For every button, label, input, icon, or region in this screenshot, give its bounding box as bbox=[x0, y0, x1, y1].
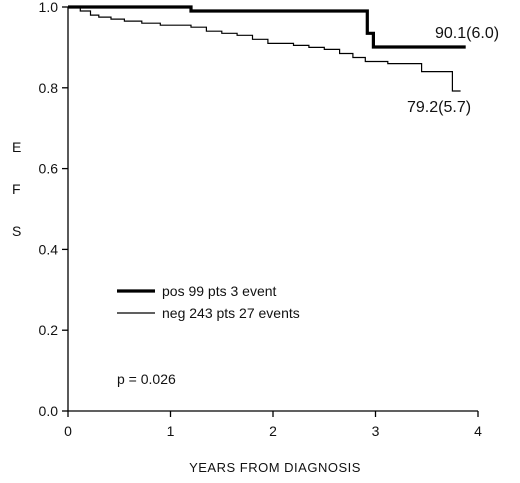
ticks: 0.0 0.2 0.4 0.6 0.8 1.0 0 1 2 3 4 bbox=[39, 0, 483, 439]
legend: pos 99 pts 3 event neg 243 pts 27 events bbox=[117, 283, 300, 321]
legend-entry-neg: neg 243 pts 27 events bbox=[117, 305, 300, 321]
legend-label: neg 243 pts 27 events bbox=[162, 305, 300, 321]
series-lines bbox=[68, 5, 466, 92]
x-tick-label: 2 bbox=[269, 423, 277, 439]
y-tick-label: 0.4 bbox=[39, 241, 59, 257]
end-label-pos: 90.1(6.0) bbox=[435, 25, 499, 42]
y-tick-label: 0.2 bbox=[39, 322, 59, 338]
axes bbox=[67, 7, 478, 412]
legend-entry-pos: pos 99 pts 3 event bbox=[117, 283, 277, 299]
end-label-neg: 79.2(5.7) bbox=[407, 99, 471, 116]
x-axis-label: YEARS FROM DIAGNOSIS bbox=[189, 460, 361, 475]
p-value-annotation: p = 0.026 bbox=[117, 371, 176, 387]
y-tick-label: 0.8 bbox=[39, 80, 59, 96]
y-axis-label-letter: E bbox=[12, 139, 21, 155]
y-tick-label: 0.6 bbox=[39, 161, 59, 177]
x-tick-label: 3 bbox=[372, 423, 380, 439]
y-tick-label: 1.0 bbox=[39, 0, 59, 15]
y-tick-label: 0.0 bbox=[39, 403, 59, 419]
labels: YEARS FROM DIAGNOSIS E F S 90.1(6.0) 79.2(5.7… bbox=[12, 25, 499, 475]
x-tick-label: 1 bbox=[167, 423, 175, 439]
series-line-pos bbox=[68, 5, 466, 49]
y-axis-label-letter: S bbox=[12, 223, 21, 239]
y-axis-label-letter: F bbox=[12, 181, 21, 197]
series-line-neg bbox=[68, 6, 461, 92]
legend-label: pos 99 pts 3 event bbox=[162, 283, 277, 299]
x-tick-label: 0 bbox=[64, 423, 72, 439]
x-tick-label: 4 bbox=[474, 423, 482, 439]
